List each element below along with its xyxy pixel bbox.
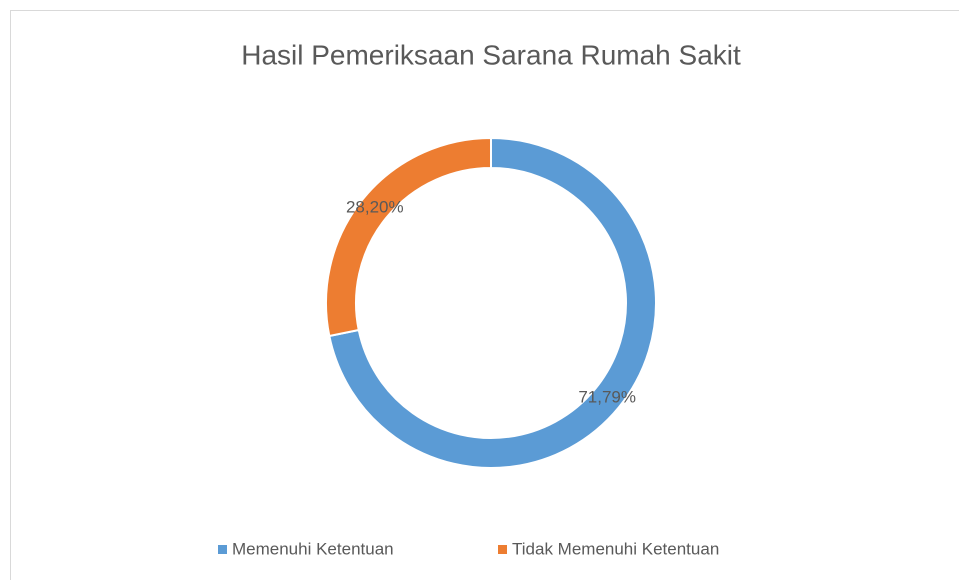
data-label: 28,20% (346, 198, 404, 217)
legend-swatch (218, 545, 227, 554)
legend-label: Memenuhi Ketentuan (232, 539, 394, 558)
donut-slice (325, 136, 492, 338)
legend-swatch (498, 545, 507, 554)
donut-slice (328, 136, 657, 469)
legend-label: Tidak Memenuhi Ketentuan (512, 539, 719, 558)
chart-area (10, 10, 959, 580)
data-label: 71,79% (578, 387, 636, 406)
chart-title: Hasil Pemeriksaan Sarana Rumah Sakit (241, 39, 741, 70)
